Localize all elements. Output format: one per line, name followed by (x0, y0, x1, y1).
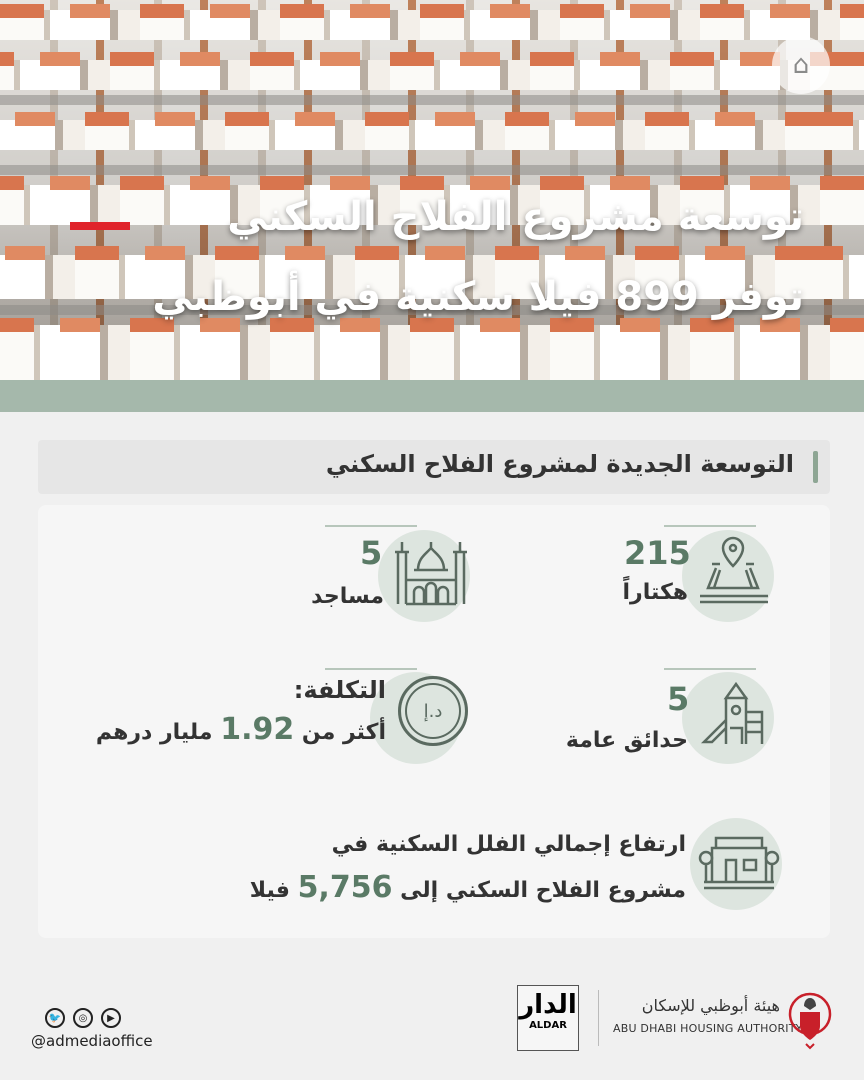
twitter-icon[interactable]: 🐦 (45, 1008, 65, 1028)
instagram-icon[interactable]: ◎ (73, 1008, 93, 1028)
header-accent-bar (813, 451, 818, 483)
dirham-coin-icon: د.إ (398, 676, 468, 746)
area-label: هكتاراً (622, 580, 689, 605)
villas-prefix: مشروع الفلاح السكني إلى (400, 878, 686, 903)
hero-title-line1: توسعة مشروع الفلاح السكني (227, 194, 804, 240)
section-title: التوسعة الجديدة لمشروع الفلاح السكني (325, 450, 794, 478)
mosques-label: مساجد (311, 584, 384, 609)
parks-value: 5 (667, 680, 690, 718)
section-header: التوسعة الجديدة لمشروع الفلاح السكني (38, 440, 830, 494)
authority-name-en: ABU DHABI HOUSING AUTHORITY (613, 1022, 803, 1035)
abu-dhabi-emblem-icon (788, 992, 832, 1050)
villas-line1: ارتفاع إجمالي الفلل السكنية في (331, 832, 686, 857)
parks-label: حدائق عامة (565, 728, 688, 753)
playground-icon (700, 681, 764, 744)
aldar-logo-en: ALDAR (529, 1020, 567, 1031)
coin-text: د.إ (423, 700, 443, 722)
social-handle[interactable]: @admediaoffice (31, 1032, 153, 1050)
youtube-icon[interactable]: ▶ (101, 1008, 121, 1028)
mosques-value: 5 (360, 534, 383, 572)
cost-value-line: أكثر من 1.92 مليار درهم (96, 712, 386, 747)
map-pin-land-icon (700, 536, 768, 604)
mosque-icon (395, 542, 467, 606)
villas-suffix: فيلا (249, 878, 290, 903)
villas-value: 5,756 (297, 870, 393, 905)
hero-image: ⌂ توسعة مشروع الفلاح السكني توفر 899 فيل… (0, 0, 864, 380)
area-value: 215 (624, 534, 691, 572)
villa-icon (698, 836, 780, 890)
social-links: 🐦 ◎ ▶ (45, 1008, 121, 1028)
divider-band (0, 380, 864, 412)
authority-name-ar: هيئة أبوظبي للإسكان (641, 996, 780, 1015)
villas-line2: مشروع الفلاح السكني إلى 5,756 فيلا (250, 870, 686, 905)
aldar-logo: الدار ALDAR (517, 985, 579, 1051)
cost-value: 1.92 (220, 712, 295, 747)
cost-label: التكلفة: (293, 676, 386, 704)
abu-dhabi-logo-icon: ⌂ (772, 36, 830, 94)
cost-prefix: أكثر من (301, 720, 386, 745)
aldar-logo-ar: الدار (519, 990, 577, 1020)
hero-title-line2: توفر 899 فيلا سكنية في أبوظبي (152, 274, 804, 320)
logo-divider (598, 990, 599, 1046)
title-accent-bar (70, 222, 130, 230)
cost-suffix: مليار درهم (95, 720, 213, 745)
